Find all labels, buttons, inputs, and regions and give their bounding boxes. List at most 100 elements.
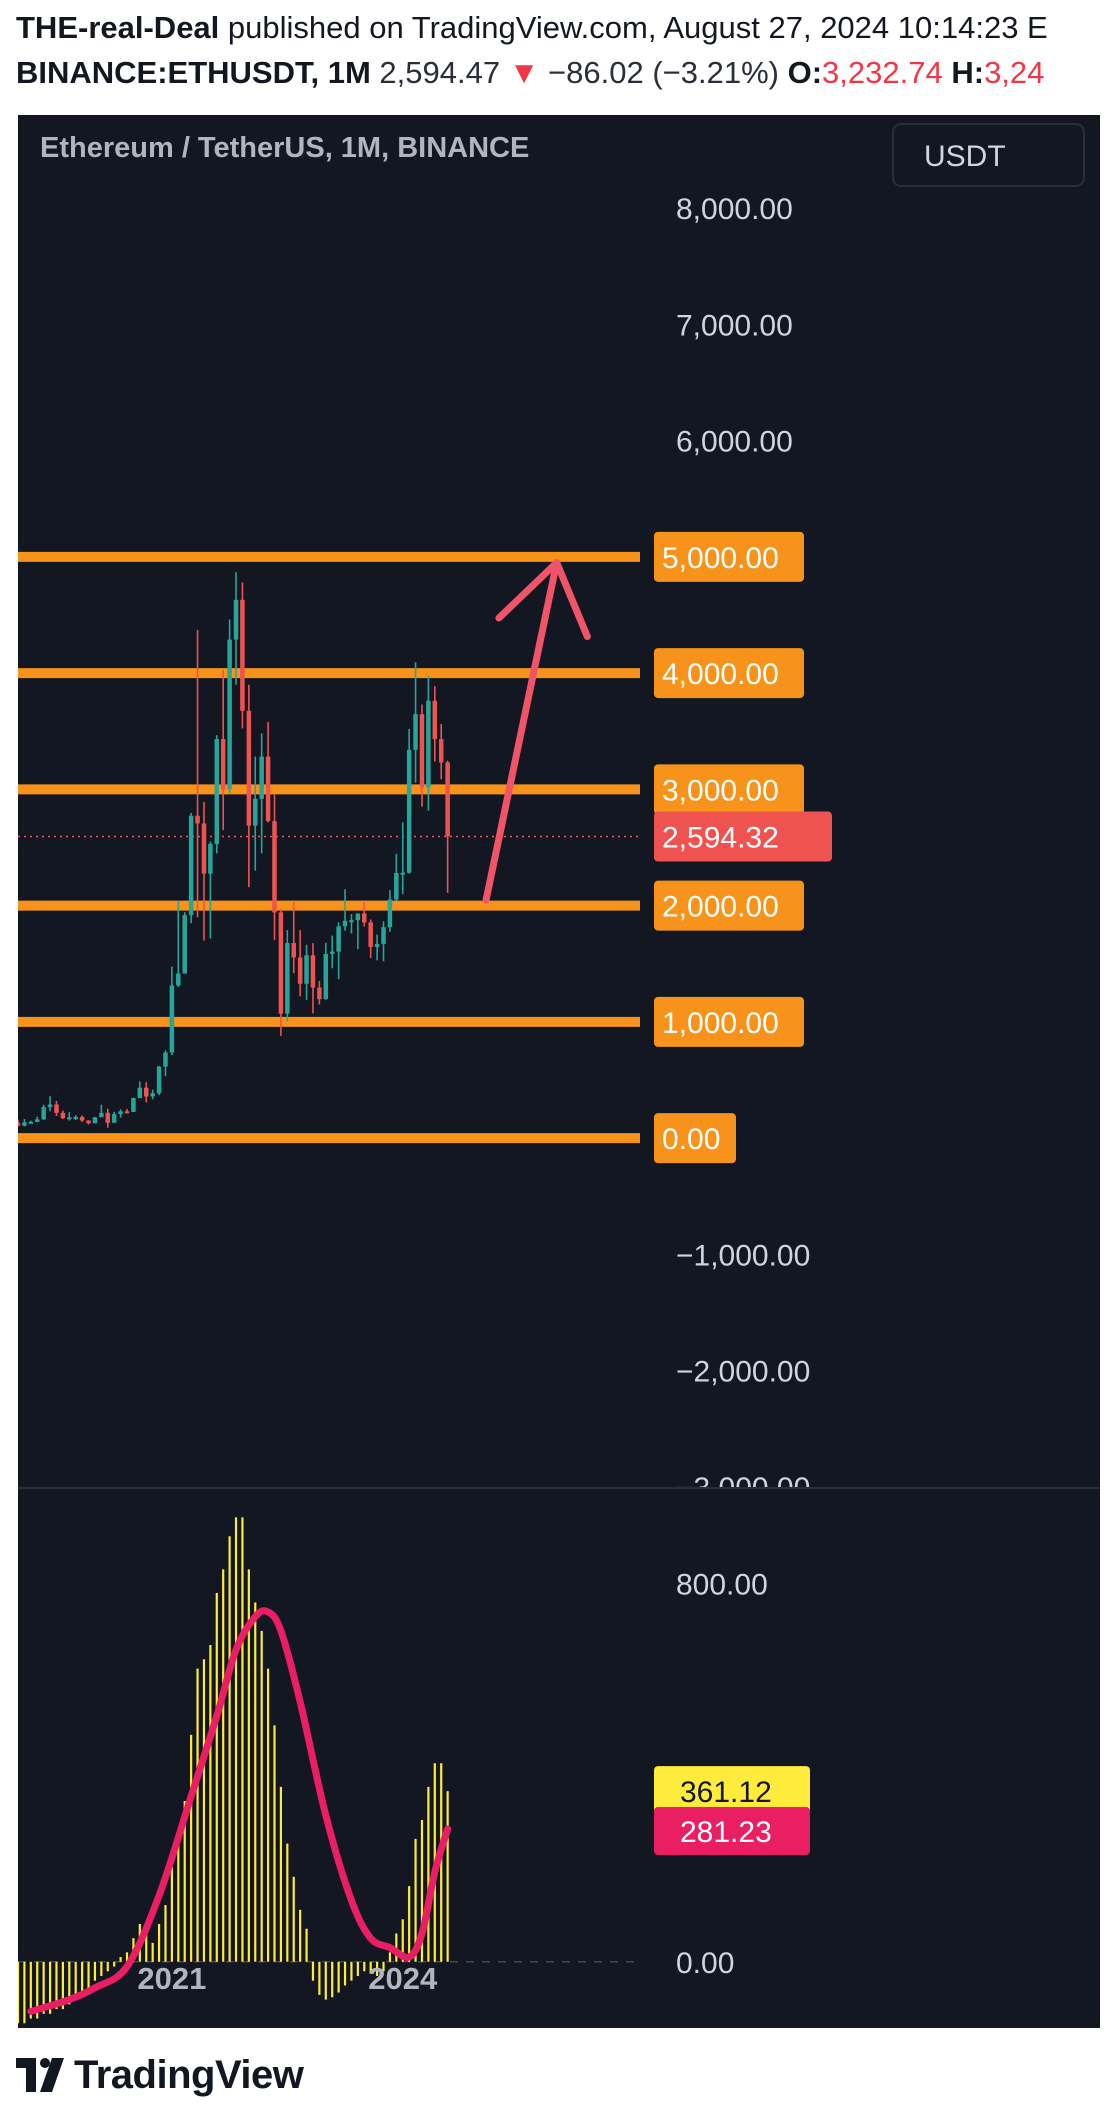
candle-body-24 [169, 985, 175, 1053]
candle-body-23 [163, 1052, 168, 1067]
candle-body-37 [253, 798, 258, 826]
chart-container[interactable]: 5,000.00 4,000.00 3,000.00 2,000.00 1,000.00… [18, 115, 1100, 2028]
indicator-axis[interactable]: 800.00 0.00 361.12 281.23 [654, 1569, 810, 1980]
candle-body-50 [336, 926, 341, 952]
down-arrow-icon: ▼ [508, 55, 540, 90]
candle-body-40 [272, 821, 277, 913]
candle-body-27 [188, 815, 194, 916]
candle-body-62 [413, 714, 418, 750]
open-label: O: [787, 55, 823, 90]
candle-body-67 [445, 762, 450, 837]
open-value: 3,232.74 [822, 55, 943, 90]
price-axis[interactable]: 5,000.00 4,000.00 3,000.00 2,000.00 1,000.00… [654, 193, 832, 1505]
chart-background [18, 115, 1100, 2028]
price-tick-label-0: 8,000.00 [676, 193, 793, 226]
candle-body-28 [195, 815, 200, 824]
candle-body-44 [297, 957, 303, 984]
candle-body-3 [34, 1119, 40, 1122]
candle-body-56 [374, 943, 380, 947]
currency-button[interactable]: USDT [892, 123, 1085, 187]
price-chart[interactable]: 5,000.00 4,000.00 3,000.00 2,000.00 1,000.00… [18, 115, 1100, 2028]
candle-body-25 [176, 973, 181, 986]
indicator-tick-label-0: 800.00 [676, 1569, 768, 1602]
candle-body-1 [22, 1122, 27, 1126]
candle-body-13 [99, 1112, 104, 1118]
candle-body-6 [54, 1104, 59, 1113]
signal-label-bg [654, 1806, 810, 1855]
candle-body-16 [118, 1111, 123, 1115]
candle-body-5 [47, 1104, 53, 1108]
candles [18, 572, 450, 1128]
candle-body-66 [438, 739, 444, 763]
price-pane[interactable]: 5,000.00 4,000.00 3,000.00 2,000.00 1,000.00… [18, 193, 832, 1505]
candle-body-54 [362, 913, 367, 923]
tv-logo-icon [16, 2058, 64, 2092]
price-tick-label-1: 7,000.00 [676, 309, 793, 342]
candle-body-58 [387, 899, 393, 928]
candle-body-34 [233, 599, 239, 640]
candle-body-4 [41, 1107, 46, 1120]
candle-body-33 [227, 639, 232, 790]
candle-body-19 [137, 1087, 143, 1099]
arrow-shaft [482, 559, 561, 904]
candle-body-51 [342, 920, 348, 927]
candle-body-32 [220, 739, 226, 790]
level-label-1: 4,000.00 [662, 658, 779, 691]
author-name[interactable]: THE-real-Deal [16, 10, 220, 45]
candle-body-53 [355, 913, 361, 921]
candle-body-20 [144, 1087, 149, 1097]
last-price-label: 2,594.32 [662, 822, 779, 855]
indicator-tick-label-1: 0.00 [676, 1947, 734, 1980]
candle-body-11 [86, 1120, 91, 1124]
tradingview-logo[interactable]: TradingView [16, 2050, 304, 2100]
candle-body-26 [182, 915, 187, 974]
candle-body-39 [265, 756, 271, 822]
candle-body-52 [349, 920, 354, 923]
price-tick-label-3: −1,000.00 [676, 1239, 810, 1272]
candle-body-21 [150, 1093, 155, 1097]
level-label-0: 5,000.00 [662, 542, 779, 575]
last-price-label-bg [654, 811, 832, 862]
signal-value-label: 281.23 [680, 1816, 772, 1849]
candle-body-7 [60, 1112, 66, 1119]
level-label-3: 2,000.00 [662, 891, 779, 924]
candle-body-65 [432, 700, 438, 740]
candle-body-14 [105, 1112, 111, 1123]
signal-curve [27, 1607, 452, 2015]
candle-body-36 [246, 710, 252, 826]
candle-body-22 [156, 1066, 162, 1094]
last-price: 2,594.47 [379, 55, 501, 90]
currency-button-frame[interactable] [892, 123, 1085, 187]
chart-title: Ethereum / TetherUS, 1M, BINANCE [40, 132, 529, 164]
time-axis[interactable]: 2021 2024 [137, 1961, 438, 1996]
level-label-4: 1,000.00 [662, 1007, 779, 1040]
level-label-bg-1 [654, 648, 804, 699]
level-label-5: 0.00 [662, 1123, 720, 1156]
candle-body-49 [329, 951, 335, 954]
histogram-label-bg [654, 1766, 810, 1815]
candle-body-29 [201, 823, 207, 874]
level-label-bg-5 [654, 1113, 736, 1164]
price-tick-label-5: −3,000.00 [676, 1472, 810, 1505]
currency-button-label[interactable]: USDT [924, 140, 1006, 173]
level-label-bg-3 [654, 880, 804, 931]
indicator-signal-line [27, 1607, 452, 2015]
arrow-head [495, 559, 591, 641]
level-label-bg-2 [654, 764, 804, 815]
high-label: H: [951, 55, 985, 90]
annotation-arrow[interactable] [482, 559, 591, 904]
candle-body-12 [92, 1117, 98, 1124]
candle-body-41 [278, 912, 284, 1014]
symbol-name[interactable]: BINANCE:ETHUSDT, 1M [16, 55, 371, 90]
candle-body-18 [131, 1098, 136, 1112]
price-change: −86.02 (−3.21%) [548, 55, 779, 90]
histogram-value-label: 361.12 [680, 1776, 772, 1809]
horizontal-levels [18, 551, 640, 1144]
candle-body-38 [259, 756, 264, 799]
candle-body-43 [291, 942, 296, 958]
price-tick-label-2: 6,000.00 [676, 426, 793, 459]
indicator-pane[interactable]: 800.00 0.00 361.12 281.23 [18, 1517, 810, 2024]
candle-body-31 [214, 739, 220, 844]
level-label-bg-4 [654, 996, 804, 1047]
candle-body-47 [317, 987, 322, 1000]
